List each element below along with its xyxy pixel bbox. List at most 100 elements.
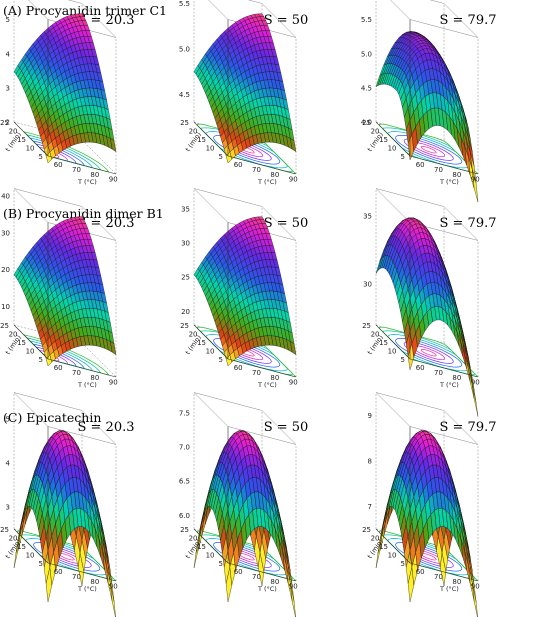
t-tick-label: 25 bbox=[180, 322, 189, 330]
surface-cell bbox=[472, 169, 479, 203]
T-axis-label: T (°C) bbox=[77, 178, 97, 186]
box-edge bbox=[13, 188, 83, 207]
z-tick-label: 40 bbox=[1, 192, 10, 200]
contour-line bbox=[403, 138, 454, 161]
box-edge bbox=[247, 0, 263, 4]
t-tick-label: 5 bbox=[401, 356, 405, 364]
panel-3-2: S = 50 6.0 6.5 7.0 7.5 60 70 80 90 T (°C) 5 1015202… bbox=[179, 392, 309, 617]
t-tick-label: 25 bbox=[362, 119, 371, 127]
box-edge bbox=[375, 188, 445, 207]
t-tick-label: 15 bbox=[17, 136, 26, 144]
contour-line bbox=[58, 553, 75, 561]
t-tick-label: 15 bbox=[379, 339, 388, 347]
T-tick-label: 70 bbox=[434, 166, 443, 174]
z-tick-label: 5.0 bbox=[361, 50, 372, 58]
box-edge bbox=[390, 0, 411, 20]
surface-cell bbox=[110, 341, 117, 356]
contour-line bbox=[420, 349, 437, 357]
t-tick-label: 15 bbox=[197, 136, 206, 144]
contour-line bbox=[395, 541, 463, 572]
T-tick-label: 70 bbox=[434, 573, 443, 581]
box-edge bbox=[261, 206, 297, 241]
surface bbox=[13, 430, 116, 617]
T-tick-label: 80 bbox=[452, 374, 461, 382]
t-tick-label: 5 bbox=[39, 560, 43, 568]
t-tick-label: 10 bbox=[206, 145, 215, 153]
T-tick-label: 80 bbox=[452, 578, 461, 586]
z-tick-label: 7.5 bbox=[179, 409, 190, 417]
surface bbox=[375, 31, 479, 203]
t-tick-label: 10 bbox=[388, 552, 397, 560]
box-edge bbox=[193, 121, 229, 157]
surface-cell bbox=[290, 582, 296, 617]
T-tick-label: 90 bbox=[289, 379, 298, 387]
box-edge bbox=[28, 0, 49, 20]
surface-cell bbox=[472, 385, 479, 417]
box-edge bbox=[443, 3, 479, 38]
box-edge bbox=[261, 3, 297, 38]
T-tick-label: 80 bbox=[452, 171, 461, 179]
z-tick-label: 35 bbox=[363, 212, 372, 220]
t-tick-label: 10 bbox=[206, 348, 215, 356]
box-edge bbox=[13, 121, 49, 157]
z-tick-label: 7.0 bbox=[179, 444, 190, 452]
t-tick-label: 25 bbox=[180, 526, 189, 534]
surface bbox=[193, 216, 297, 367]
t-tick-label: 20 bbox=[9, 535, 18, 543]
t-tick-label: 5 bbox=[219, 560, 223, 568]
z-tick-label: 5.0 bbox=[179, 46, 190, 54]
box-edge bbox=[67, 0, 83, 4]
box-edge bbox=[193, 324, 229, 360]
t-tick-label: 5 bbox=[219, 356, 223, 364]
T-tick-label: 70 bbox=[252, 166, 261, 174]
box-edge bbox=[375, 121, 411, 157]
T-tick-label: 90 bbox=[471, 176, 480, 184]
t-tick-label: 25 bbox=[0, 526, 9, 534]
box-edge bbox=[375, 324, 411, 360]
contour-line bbox=[395, 337, 463, 368]
z-tick-label: 20 bbox=[181, 308, 190, 316]
T-tick-label: 80 bbox=[270, 578, 279, 586]
t-tick-label: 20 bbox=[9, 128, 18, 136]
surface bbox=[13, 216, 117, 367]
T-tick-label: 60 bbox=[54, 364, 63, 372]
panel-title: S = 50 bbox=[264, 420, 309, 435]
panel-title: S = 50 bbox=[264, 13, 309, 28]
T-tick-label: 80 bbox=[270, 374, 279, 382]
T-tick-label: 90 bbox=[471, 583, 480, 591]
contour-line bbox=[420, 146, 437, 154]
t-tick-label: 20 bbox=[371, 535, 380, 543]
t-tick-label: 20 bbox=[9, 331, 18, 339]
t-tick-label: 15 bbox=[17, 543, 26, 551]
T-tick-label: 70 bbox=[72, 369, 81, 377]
contour-line bbox=[25, 538, 108, 576]
t-tick-label: 20 bbox=[371, 331, 380, 339]
z-tick-label: 8 bbox=[368, 457, 372, 465]
box-edge bbox=[13, 392, 49, 427]
T-tick-label: 80 bbox=[270, 171, 279, 179]
t-tick-label: 10 bbox=[388, 348, 397, 356]
T-tick-label: 60 bbox=[234, 364, 243, 372]
surface-cell bbox=[110, 138, 117, 153]
box-edge bbox=[409, 426, 479, 445]
T-tick-label: 90 bbox=[289, 583, 298, 591]
z-tick-label: 5 bbox=[6, 16, 10, 24]
T-tick-label: 90 bbox=[289, 176, 298, 184]
box-edge bbox=[227, 426, 297, 445]
z-tick-label: 20 bbox=[1, 266, 10, 274]
box-edge bbox=[81, 342, 117, 378]
z-tick-label: 9 bbox=[368, 412, 372, 420]
surface-cell bbox=[290, 138, 297, 153]
box-edge bbox=[81, 3, 117, 38]
z-tick-label: 30 bbox=[181, 240, 190, 248]
t-tick-label: 10 bbox=[26, 348, 35, 356]
box-edge bbox=[47, 562, 117, 582]
t-tick-label: 25 bbox=[0, 119, 9, 127]
box-edge bbox=[13, 392, 83, 411]
t-tick-label: 10 bbox=[26, 552, 35, 560]
z-tick-label: 5 bbox=[6, 415, 10, 423]
